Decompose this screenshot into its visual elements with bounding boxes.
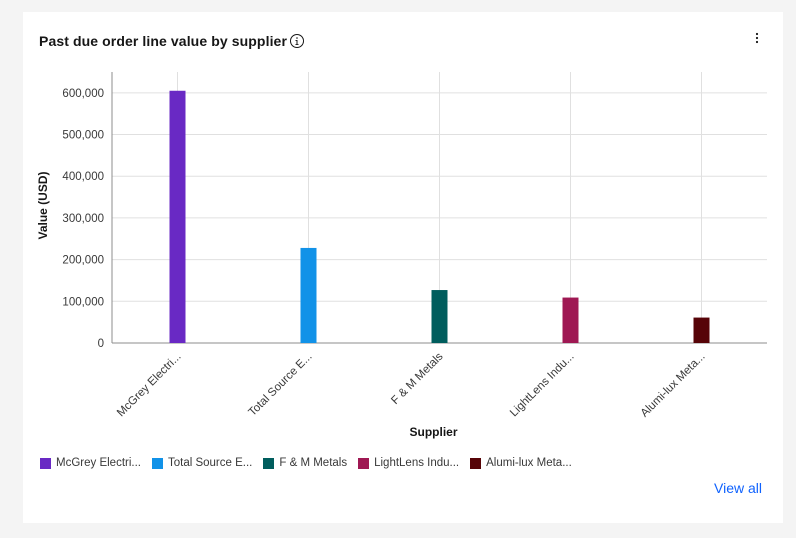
y-axis-title: Value (USD) (36, 171, 50, 239)
chart-card: Past due order line value by supplier 0 1… (23, 12, 783, 523)
x-tick-label: F & M Metals (389, 350, 446, 407)
legend-label: LightLens Indu... (374, 457, 460, 469)
legend-label: McGrey Electri... (56, 457, 141, 469)
y-tick-label: 200,000 (62, 255, 104, 267)
y-tick-label: 300,000 (62, 213, 104, 225)
legend-label: Total Source E... (167, 457, 253, 469)
y-tick-label: 0 (98, 338, 104, 350)
bar-chart: 0 100,000 200,000 300,000 400,000 500,000 600,… (36, 72, 767, 439)
chart-legend: McGrey Electri... Total Source E... F & M … (40, 457, 583, 469)
legend-item[interactable]: McGrey Electri... (40, 457, 141, 469)
x-tick-label: McGrey Electri... (115, 351, 184, 420)
y-tick-label: 400,000 (62, 171, 104, 183)
legend-item[interactable]: Alumi-lux Meta... (470, 457, 572, 469)
legend-swatch (151, 457, 163, 469)
legend-item[interactable]: F & M Metals (263, 457, 347, 469)
y-tick-label: 500,000 (62, 130, 104, 142)
legend-swatch (358, 457, 370, 469)
legend-label: Alumi-lux Meta... (486, 457, 572, 469)
bar[interactable] (431, 290, 448, 343)
legend-swatch (263, 457, 275, 469)
legend-swatch (470, 457, 482, 469)
bar[interactable] (693, 317, 710, 343)
x-axis-title: Supplier (409, 425, 457, 439)
y-tick-label: 600,000 (62, 88, 104, 100)
bar[interactable] (300, 247, 317, 343)
legend-label: F & M Metals (279, 457, 348, 469)
legend-swatch (40, 457, 51, 469)
y-tick-label: 100,000 (62, 296, 104, 308)
legend-item[interactable]: LightLens Indu... (358, 457, 459, 469)
overflow-menu-vertical-icon[interactable] (749, 30, 765, 46)
legend-item[interactable]: Total Source E... (151, 457, 253, 469)
x-tick-label: LightLens Indu... (508, 351, 577, 420)
bar[interactable] (169, 90, 186, 343)
view-all-link[interactable]: View all (714, 480, 762, 496)
x-tick-label: Total Source E... (246, 351, 314, 419)
card-title: Past due order line value by supplier (39, 33, 287, 49)
info-circle-icon[interactable] (289, 33, 305, 49)
bar[interactable] (562, 297, 579, 343)
x-tick-label: Alumi-lux Meta... (639, 351, 708, 420)
